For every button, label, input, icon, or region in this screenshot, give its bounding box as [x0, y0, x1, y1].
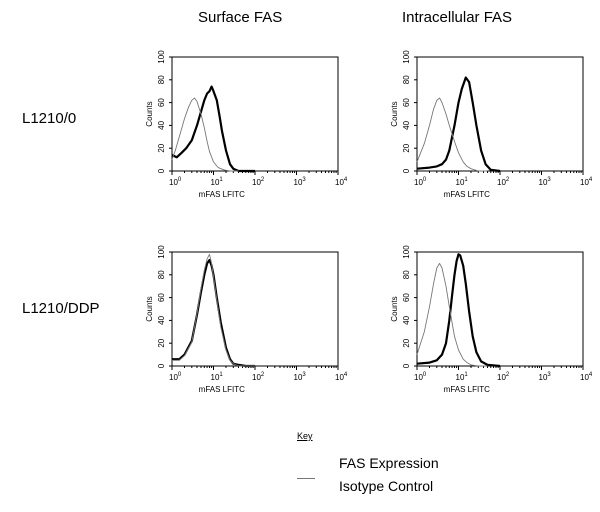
x-tick-label: 104 [335, 177, 348, 187]
y-tick-label: 40 [402, 120, 411, 129]
column-title-intracellular: Intracellular FAS [402, 9, 513, 26]
key-swatch-isotype [297, 478, 315, 479]
y-tick-label: 60 [157, 98, 166, 107]
fas-expression-curve [171, 85, 255, 173]
x-axis-label: mFAS LFITC [199, 190, 245, 199]
y-axis-label: Counts [145, 101, 154, 126]
key-entry-isotype-control: Isotype Control [339, 478, 434, 494]
y-tick-label: 0 [157, 168, 166, 173]
isotype-control-curve [172, 253, 255, 367]
y-axis-label: Counts [145, 296, 154, 321]
fas-expression-curve [416, 253, 501, 368]
isotype-control-curve [416, 97, 488, 172]
y-tick-label: 20 [157, 143, 166, 152]
x-tick-label: 103 [539, 177, 552, 187]
x-tick-label: 100 [414, 177, 427, 187]
y-tick-label: 20 [157, 338, 166, 347]
row-label-l1210-0: L1210/0 [22, 110, 77, 127]
x-tick-label: 103 [539, 372, 552, 382]
x-axis-label: mFAS LFITC [444, 385, 490, 394]
x-tick-label: 102 [497, 372, 510, 382]
row-label-l1210-ddp: L1210/DDP [22, 300, 100, 317]
y-tick-label: 80 [157, 75, 166, 84]
key-entry-fas-expression: FAS Expression [339, 455, 439, 471]
y-axis-label: Counts [390, 296, 399, 321]
x-tick-label: 104 [335, 372, 348, 382]
y-axis-label: Counts [390, 101, 399, 126]
histogram-panel: 0 20 40 60 80 100 100 101 102 103 104 mFAS LFITC Cou… [390, 50, 593, 199]
y-tick-label: 40 [157, 315, 166, 324]
plot-frame [171, 56, 339, 172]
x-tick-label: 101 [456, 372, 469, 382]
x-tick-label: 100 [414, 372, 427, 382]
x-tick-label: 102 [252, 177, 265, 187]
y-tick-label: 60 [402, 98, 411, 107]
y-tick-label: 60 [157, 293, 166, 302]
key-title: Key [297, 431, 313, 441]
x-tick-label: 100 [169, 177, 182, 187]
column-title-surface: Surface FAS [198, 9, 283, 26]
y-tick-label: 100 [157, 50, 166, 64]
y-tick-label: 80 [157, 270, 166, 279]
y-tick-label: 80 [402, 75, 411, 84]
x-tick-label: 101 [456, 177, 469, 187]
y-tick-label: 80 [402, 270, 411, 279]
y-tick-label: 60 [402, 293, 411, 302]
x-tick-label: 103 [294, 177, 307, 187]
histogram-panel: 0 20 40 60 80 100 100 101 102 103 104 mFAS LFITC Cou… [145, 245, 348, 394]
x-tick-label: 101 [211, 177, 224, 187]
isotype-control-curve [171, 97, 239, 172]
x-tick-label: 100 [169, 372, 182, 382]
x-tick-label: 101 [211, 372, 224, 382]
isotype-control-curve [416, 262, 488, 367]
x-axis-label: mFAS LFITC [444, 190, 490, 199]
y-tick-label: 20 [402, 338, 411, 347]
x-tick-label: 104 [580, 372, 593, 382]
histogram-panel: 0 20 40 60 80 100 100 101 102 103 104 mFAS LFITC Cou… [390, 245, 593, 394]
y-tick-label: 0 [402, 363, 411, 368]
y-tick-label: 0 [402, 168, 411, 173]
y-tick-label: 100 [157, 245, 166, 259]
y-tick-label: 40 [157, 120, 166, 129]
x-axis-label: mFAS LFITC [199, 385, 245, 394]
y-tick-label: 40 [402, 315, 411, 324]
y-tick-label: 0 [157, 363, 166, 368]
y-tick-label: 100 [402, 50, 411, 64]
y-tick-label: 100 [402, 245, 411, 259]
fas-expression-curve [416, 76, 501, 173]
histogram-panel: 0 20 40 60 80 100 100 101 102 103 104 mFAS LFITC Cou… [145, 50, 348, 199]
y-tick-label: 20 [402, 143, 411, 152]
x-tick-label: 102 [497, 177, 510, 187]
x-tick-label: 104 [580, 177, 593, 187]
x-tick-label: 103 [294, 372, 307, 382]
x-tick-label: 102 [252, 372, 265, 382]
plot-frame [416, 56, 584, 172]
